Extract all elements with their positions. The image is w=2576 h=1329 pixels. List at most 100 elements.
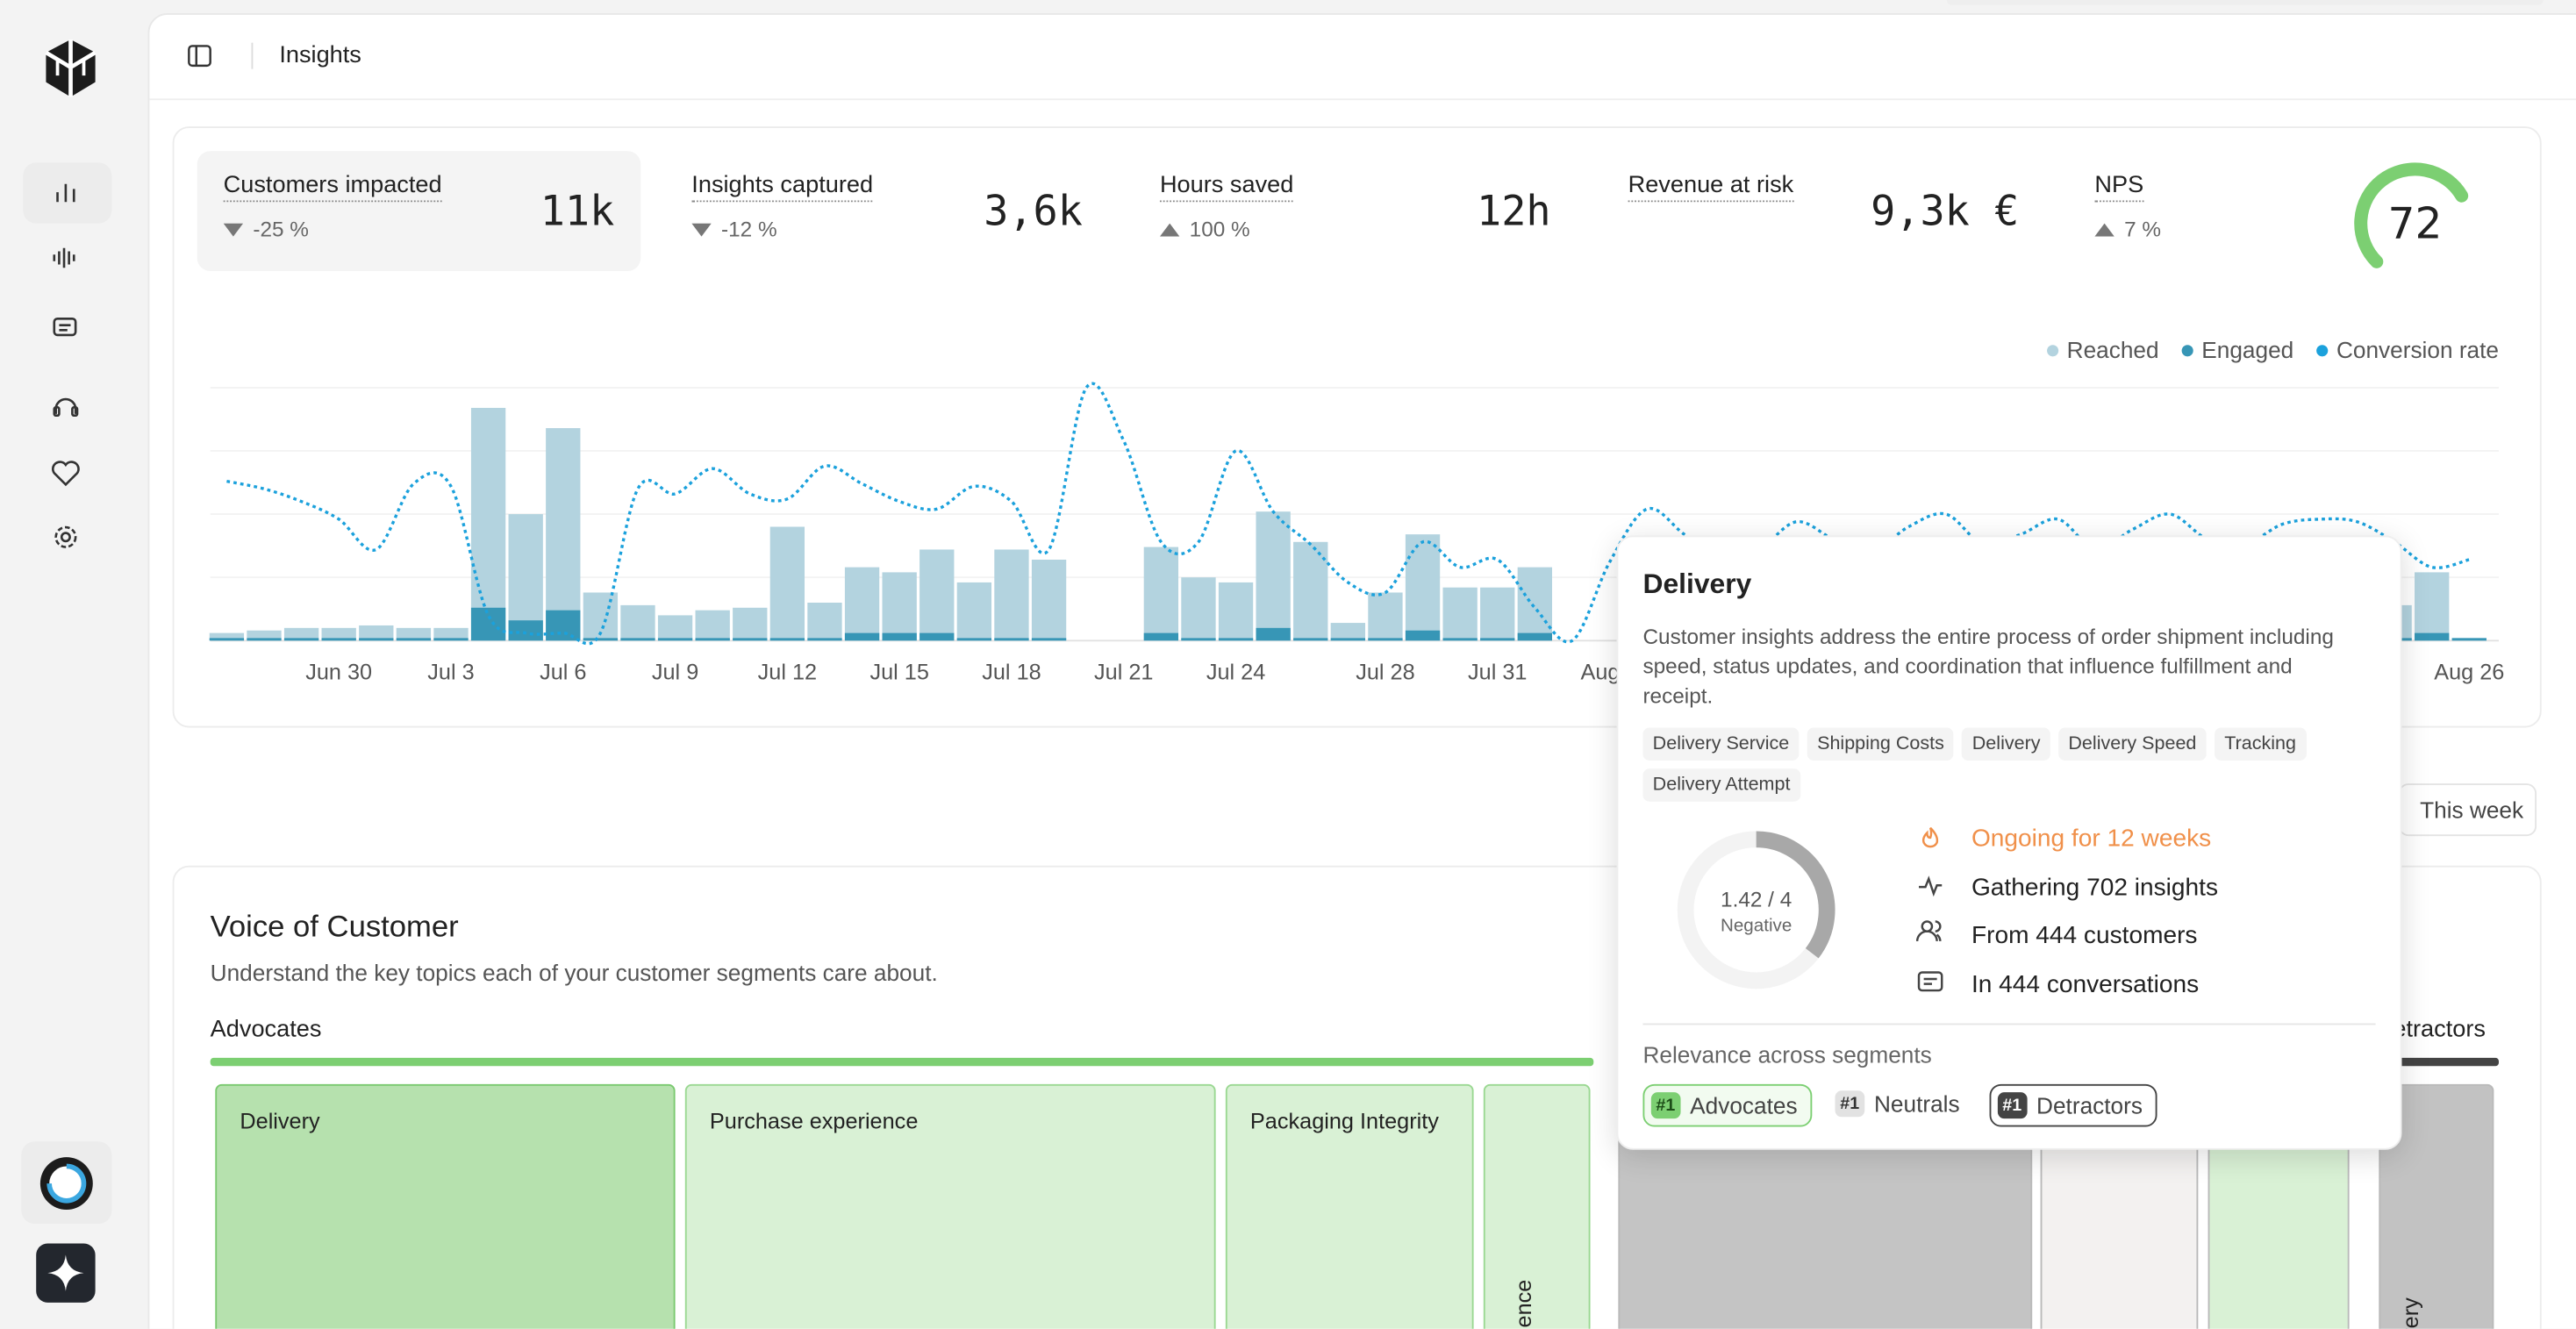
x-tick-label: Jul 6 [540, 660, 586, 684]
stat: From 444 customers [1971, 921, 2198, 950]
kpi-value: 9,3k € [1871, 187, 2020, 235]
kpi-tile: Insights captured -12 % 3,6k [665, 151, 1109, 271]
bar [359, 638, 394, 641]
kpi-label: Customers impacted [223, 173, 442, 203]
bar [994, 638, 1029, 641]
bar [1405, 534, 1441, 641]
tag: Tracking [2215, 727, 2307, 761]
triangle [2094, 222, 2114, 236]
score-label: 1.42 / 4 [1721, 887, 1792, 912]
legend-item: Conversion rate [2316, 337, 2499, 363]
triangle [691, 222, 712, 236]
tag: Shipping Costs [1807, 727, 1955, 761]
nav-active [23, 162, 112, 224]
kpi-label: Hours saved [1159, 173, 1294, 203]
kpi-change-text: -12 % [721, 217, 777, 242]
x-tick-label: Jul 28 [1356, 660, 1414, 684]
rank-chip: #1 [1997, 1092, 2027, 1119]
bar [433, 638, 469, 641]
score-ring [1677, 831, 1835, 990]
bar [695, 638, 730, 641]
topic-label: Purchase experience [709, 1108, 919, 1133]
bar [546, 428, 581, 641]
kpi-change: 100 % [1159, 217, 1250, 241]
bar [1442, 587, 1478, 641]
bar [1181, 577, 1216, 641]
segment-tab[interactable]: Advocates [210, 1017, 322, 1044]
bar [1517, 632, 1552, 641]
trend-icon [1159, 222, 1180, 236]
kpi-change-text: -25 % [253, 217, 309, 242]
legend: Reached Engaged Conversion rate [2047, 337, 2499, 363]
assistant-button[interactable] [36, 1243, 96, 1303]
bar [956, 638, 992, 641]
bar [994, 549, 1029, 641]
kpi-change: -12 % [691, 217, 777, 242]
x-tick-label: Jul 18 [982, 660, 1041, 684]
bar [1480, 587, 1515, 641]
stat: Ongoing for 12 weeks [1971, 824, 2212, 853]
tag: Delivery Attempt [1642, 768, 1800, 802]
relevance-list: #1 Advocates #1 Neutrals #1 Detractors [1642, 1083, 2157, 1127]
bar [1031, 559, 1067, 641]
nav-icons[interactable] [49, 177, 82, 555]
bar [359, 625, 394, 641]
kpi-label: NPS [2094, 173, 2144, 203]
topic-tile: Packaging Integrity [1225, 1083, 1474, 1329]
bar [1368, 638, 1403, 641]
kpi-tile: NPS 7 % 72 [2068, 151, 2512, 271]
tooltip-title: Delivery [1642, 568, 1752, 600]
gauge-arc [2354, 162, 2469, 268]
bar [396, 638, 432, 641]
bar [209, 632, 245, 641]
bar [508, 620, 543, 641]
kpi-label: Insights captured [691, 173, 874, 203]
legend-item: Engaged [2181, 337, 2293, 363]
topic-tile: Purchase experience [684, 1083, 1216, 1329]
kpi-value: 12h [1477, 187, 1551, 235]
sidebar-toggle[interactable] [187, 45, 211, 68]
bar [882, 632, 917, 641]
tag: Delivery Service [1642, 727, 1800, 761]
bar [1031, 638, 1067, 641]
rank-chip: #1 [1835, 1090, 1864, 1118]
bar [283, 638, 319, 641]
x-tick-label: Jul 9 [652, 660, 698, 684]
triangle [1159, 222, 1180, 236]
bar [1442, 638, 1478, 641]
kpi-label: Revenue at risk [1628, 173, 1794, 203]
bar [1181, 638, 1216, 641]
bar [2451, 638, 2487, 641]
bar [919, 549, 955, 641]
bar [396, 627, 432, 641]
avatar [39, 1157, 93, 1211]
period-button[interactable]: This week [2398, 783, 2537, 837]
bar [1330, 623, 1366, 641]
kpi-tile: Customers impacted -25 % 11k [197, 151, 641, 271]
bar [247, 638, 282, 641]
legend-dot [2316, 344, 2329, 356]
segment-name: Neutrals [1873, 1090, 1960, 1118]
bar [1405, 630, 1441, 641]
kpi-change-text: 7 % [2124, 217, 2162, 242]
legend-dot [2181, 344, 2193, 356]
tag-list: Delivery Service Shipping Costs Delivery De… [1642, 727, 2332, 802]
bar [882, 572, 917, 641]
bar [1517, 567, 1552, 641]
bar [733, 607, 768, 641]
top-pill [1946, 0, 2544, 5]
bar [769, 526, 805, 641]
nps-value: 72 [2388, 199, 2443, 248]
bar [546, 610, 581, 641]
bar [733, 638, 768, 641]
x-tick-label: Jul 15 [869, 660, 928, 684]
topic-label: Delivery [2399, 1297, 2423, 1329]
divider [251, 42, 254, 69]
stat: In 444 conversations [1971, 970, 2200, 999]
bar [1218, 638, 1254, 641]
relevance-title: Relevance across segments [1642, 1041, 1932, 1068]
segment-bar [210, 1057, 1594, 1067]
line [226, 382, 2470, 646]
bar [470, 407, 506, 641]
bar [1256, 511, 1291, 641]
